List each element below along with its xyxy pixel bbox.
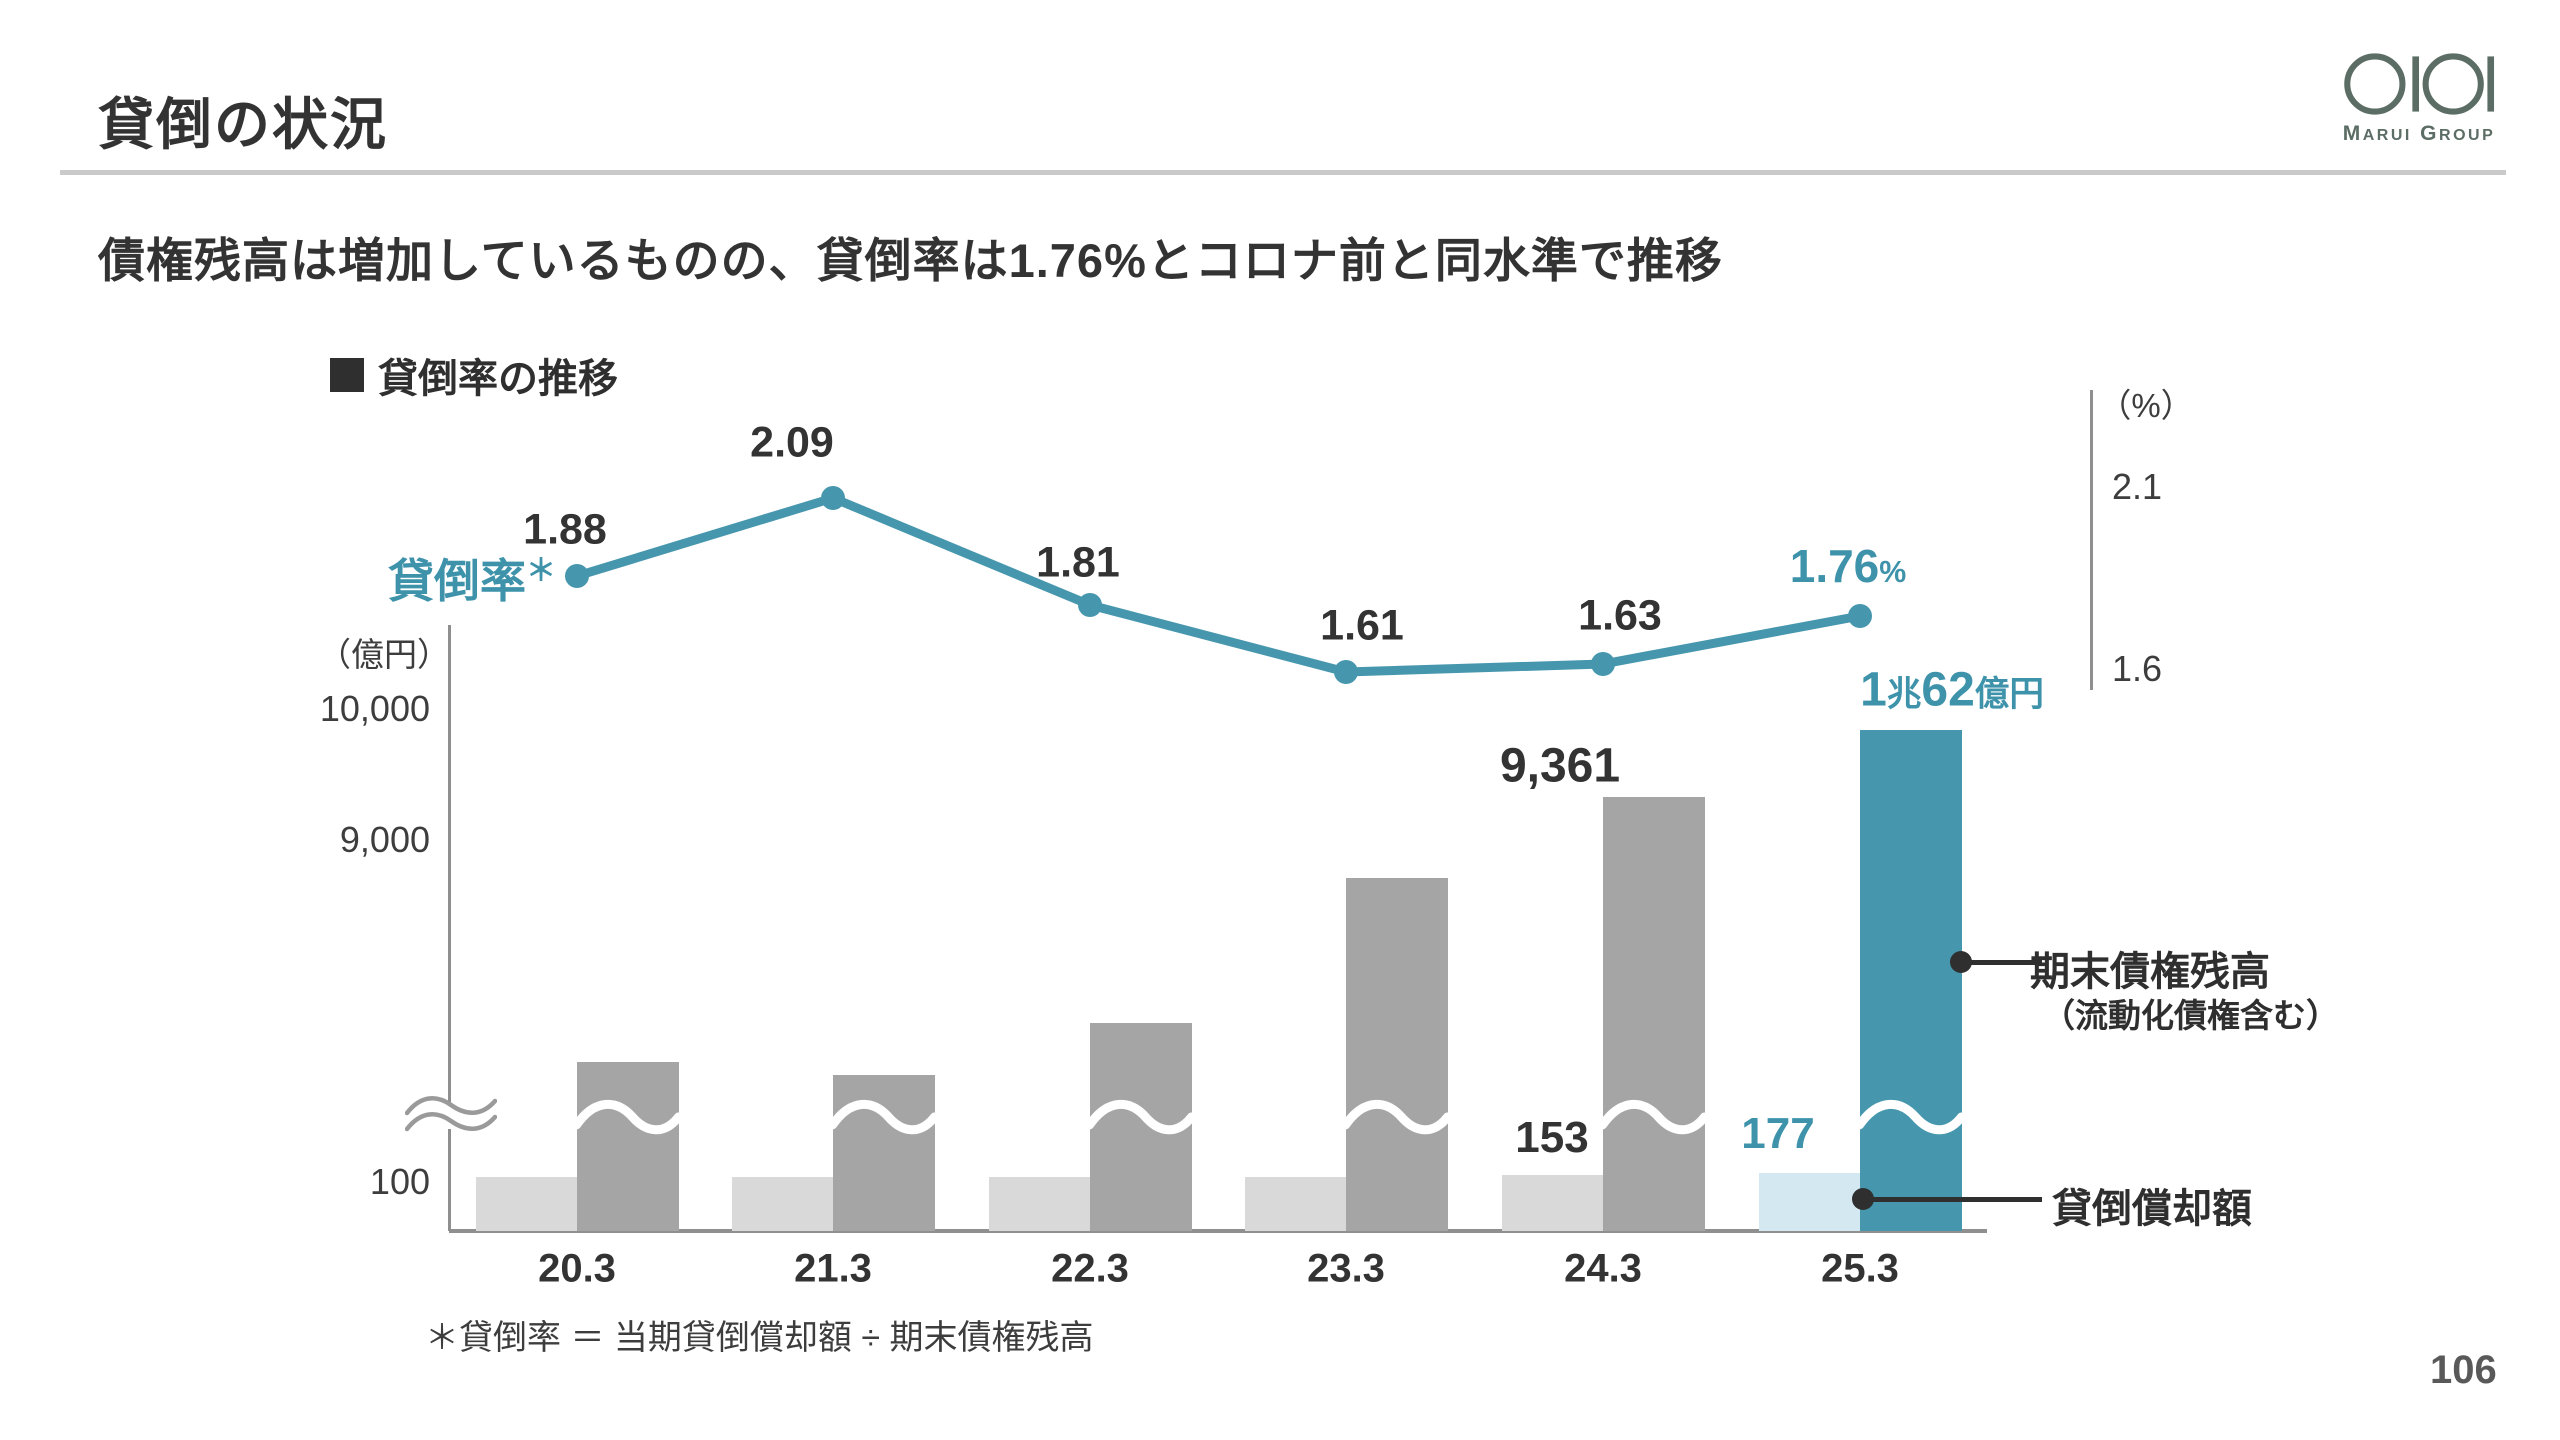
callout-leader-receivables xyxy=(1961,960,2042,965)
right-axis-tick: 1.6 xyxy=(2112,648,2163,689)
right-axis-line xyxy=(2090,390,2093,690)
bar-writeoff-25.3 xyxy=(1759,1173,1860,1231)
square-bullet-icon xyxy=(330,358,364,392)
callout-label-writeoff: 貸倒償却額 xyxy=(2052,1187,2252,1231)
x-tick-25.3: 25.3 xyxy=(1821,1246,1899,1291)
bar-receivables-20.3 xyxy=(577,1062,679,1231)
x-tick-24.3: 24.3 xyxy=(1564,1246,1642,1291)
line-value-label-25.3: 1.76% xyxy=(1789,540,1907,592)
bar-break-wave-icon xyxy=(1089,1099,1192,1135)
callout-label-receivables: 期末債権残高 xyxy=(2030,950,2270,994)
right-axis-unit: （%） xyxy=(2098,387,2194,424)
rate-point-20.3 xyxy=(565,564,589,588)
bar-writeoff-21.3 xyxy=(732,1177,833,1231)
rate-point-24.3 xyxy=(1591,652,1615,676)
line-value-label-22.3: 1.81 xyxy=(1036,538,1120,587)
bar-receivables-23.3 xyxy=(1346,878,1448,1231)
y-axis-break-icon xyxy=(405,1096,497,1132)
bar-value-label: 1兆62億円 xyxy=(1860,663,2044,717)
rate-point-23.3 xyxy=(1334,660,1358,684)
x-tick-22.3: 22.3 xyxy=(1051,1246,1129,1291)
bar-writeoff-23.3 xyxy=(1245,1177,1346,1231)
callout-dot-writeoff xyxy=(1852,1188,1874,1210)
rate-point-22.3 xyxy=(1078,593,1102,617)
bar-value-label: 9,361 xyxy=(1499,739,1621,793)
line-value-label-23.3: 1.61 xyxy=(1320,601,1404,650)
callout-dot-receivables xyxy=(1950,951,1972,973)
bar-receivables-25.3 xyxy=(1860,730,1962,1231)
left-axis-tick: 10,000 xyxy=(319,688,430,729)
header-divider xyxy=(60,170,2506,175)
bar-break-wave-icon xyxy=(1602,1099,1705,1135)
callout-leader-writeoff xyxy=(1863,1197,2042,1202)
x-tick-21.3: 21.3 xyxy=(794,1246,872,1291)
footnote: ＊貸倒率 ＝ 当期貸倒償却額 ÷ 期末債権残高 xyxy=(425,1319,1094,1357)
x-axis-line xyxy=(449,1229,1987,1233)
right-axis-tick: 2.1 xyxy=(2112,466,2163,507)
line-value-label-24.3: 1.63 xyxy=(1578,591,1662,640)
bar-break-wave-icon xyxy=(576,1099,679,1135)
logo-wordmark: MARUI GROUP xyxy=(2342,122,2496,145)
bar-receivables-24.3 xyxy=(1603,797,1705,1231)
line-series-label: 貸倒率＊ xyxy=(388,554,556,607)
left-axis-line-lower xyxy=(448,1129,451,1231)
marui-group-logo: MARUI GROUP xyxy=(2334,52,2504,146)
rate-line xyxy=(572,493,1865,677)
bar-writeoff-24.3 xyxy=(1502,1175,1603,1231)
callout-label-receivables-sub: （流動化債権含む） xyxy=(2042,997,2339,1034)
line-value-label-21.3: 2.09 xyxy=(750,418,834,467)
chart-title-text: 貸倒率の推移 xyxy=(378,357,618,401)
bar-value-label: 153 xyxy=(1515,1113,1589,1162)
bar-break-wave-icon xyxy=(1859,1099,1962,1135)
x-tick-23.3: 23.3 xyxy=(1307,1246,1385,1291)
bar-receivables-21.3 xyxy=(833,1075,935,1231)
left-axis-line-upper xyxy=(448,625,451,1105)
left-axis-unit: （億円） xyxy=(318,636,450,673)
bar-writeoff-22.3 xyxy=(989,1177,1090,1231)
bar-value-label: 177 xyxy=(1741,1109,1815,1158)
bar-break-wave-icon xyxy=(1345,1099,1448,1135)
page-title: 貸倒の状況 xyxy=(98,92,388,156)
rate-point-21.3 xyxy=(821,486,845,510)
x-tick-20.3: 20.3 xyxy=(538,1246,616,1291)
line-value-label-20.3: 1.88 xyxy=(523,505,607,554)
rate-point-25.3 xyxy=(1848,604,1872,628)
key-message: 債権残高は増加しているものの、貸倒率は1.76%とコロナ前と同水準で推移 xyxy=(98,234,1723,287)
bar-writeoff-20.3 xyxy=(476,1177,577,1231)
page-number: 106 xyxy=(2430,1348,2497,1392)
left-axis-tick: 100 xyxy=(369,1161,430,1202)
bar-break-wave-icon xyxy=(832,1099,935,1135)
oioi-logo-icon xyxy=(2344,53,2495,115)
left-axis-tick: 9,000 xyxy=(339,819,430,860)
chart-title: 貸倒率の推移 xyxy=(330,346,618,404)
